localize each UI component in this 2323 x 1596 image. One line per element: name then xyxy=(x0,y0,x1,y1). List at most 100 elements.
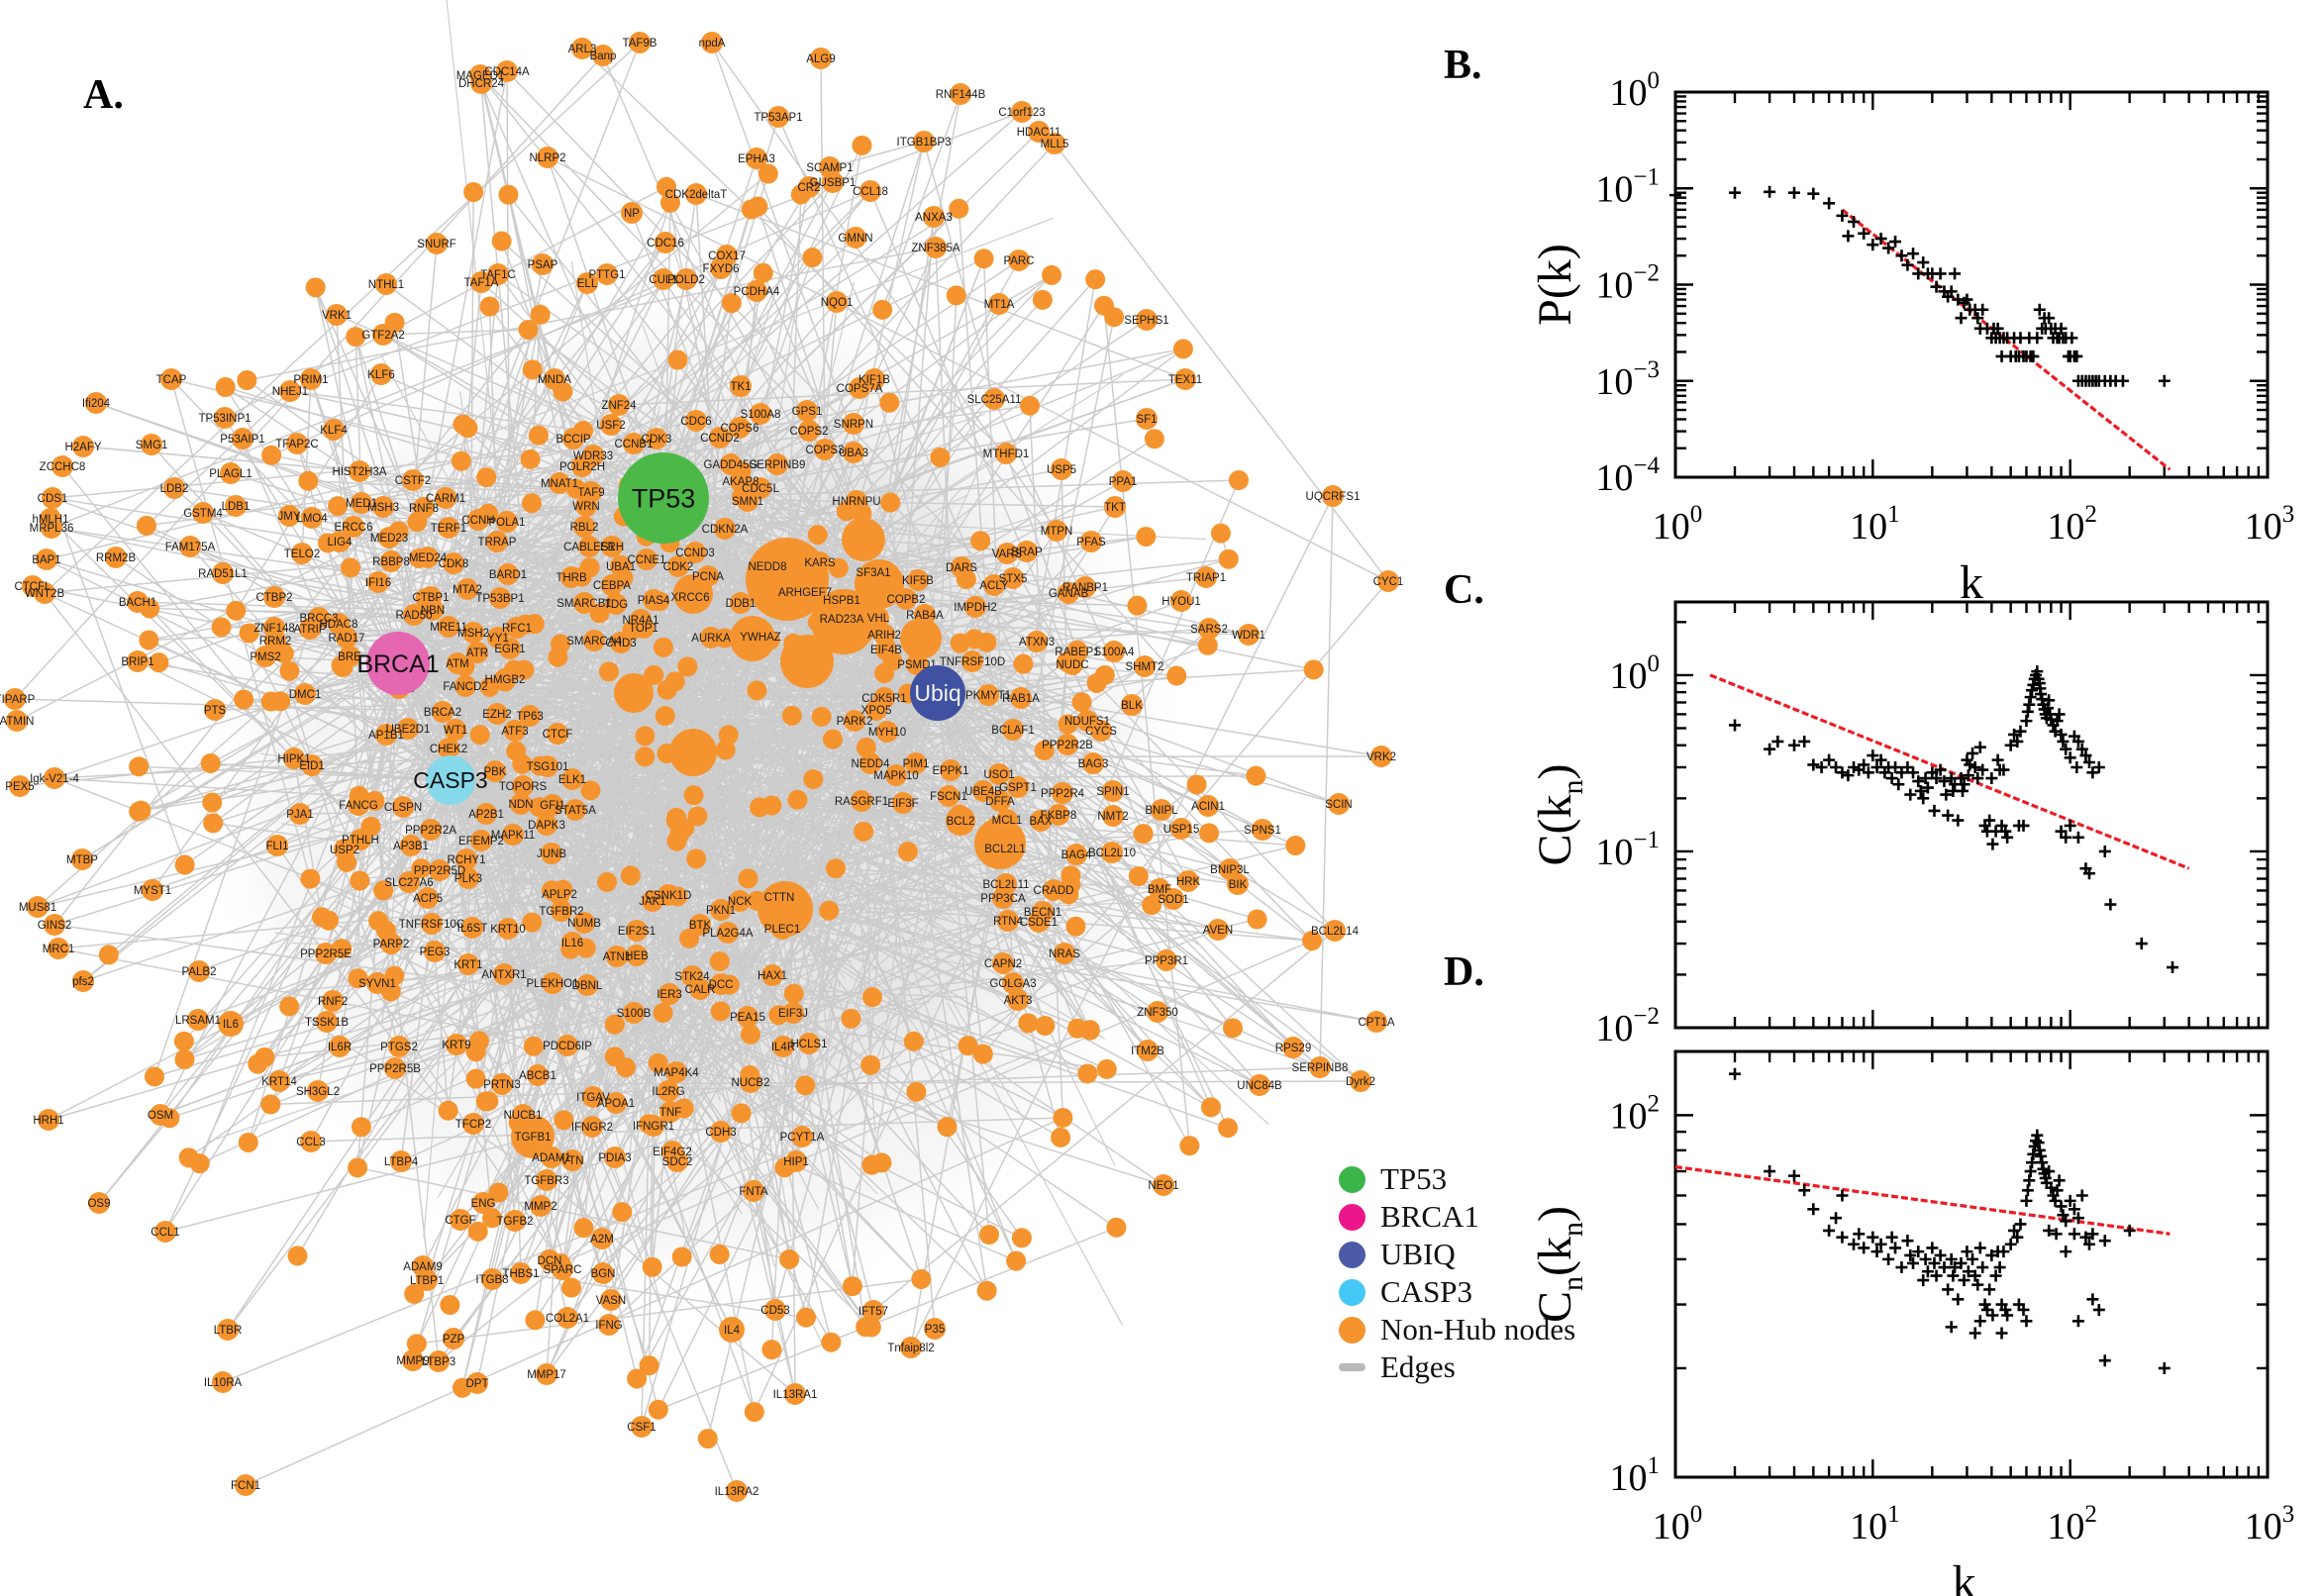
node-label: npdA xyxy=(699,38,726,50)
network-node xyxy=(686,848,707,869)
network-node xyxy=(494,668,516,690)
node-label: CCNB1 xyxy=(615,439,654,450)
node-label: POLD2 xyxy=(667,274,705,286)
network-node xyxy=(561,768,583,790)
network-node xyxy=(522,359,543,380)
network-node xyxy=(658,983,680,1005)
network-node xyxy=(1153,1174,1174,1196)
node-label: MED1 xyxy=(346,498,377,510)
network-node xyxy=(710,257,732,279)
data-point-marker xyxy=(1997,1246,2010,1258)
network-node xyxy=(911,1268,932,1289)
network-node xyxy=(810,48,832,69)
node-label: SLC25A11 xyxy=(967,394,1022,406)
node-label: ERH xyxy=(600,542,624,553)
network-node xyxy=(579,557,600,578)
network-node xyxy=(1102,805,1124,827)
data-point-marker xyxy=(2060,1215,2072,1228)
network-node xyxy=(1246,765,1266,786)
network-node xyxy=(575,495,597,517)
network-node xyxy=(226,600,247,621)
network-node xyxy=(635,726,656,747)
network-node xyxy=(211,617,232,638)
network-node xyxy=(465,1068,486,1089)
data-point-marker xyxy=(1867,1231,1879,1244)
network-node xyxy=(1199,823,1220,844)
node-label: ERCC6 xyxy=(335,522,373,534)
network-node xyxy=(1147,1001,1168,1023)
network-node xyxy=(1051,458,1072,480)
data-point-marker xyxy=(1949,267,1962,280)
node-label: CDK8 xyxy=(439,558,469,570)
network-node xyxy=(234,689,254,710)
node-label: ARL3 xyxy=(568,44,597,55)
network-node xyxy=(794,581,816,603)
network-node xyxy=(51,455,73,477)
network-node xyxy=(856,738,876,758)
network-node xyxy=(580,780,601,801)
network-node xyxy=(497,918,519,940)
network-node xyxy=(443,552,464,574)
node-label: HSPB1 xyxy=(823,595,860,607)
network-node xyxy=(867,607,889,629)
node-label: PIAS4 xyxy=(638,595,670,607)
network-node xyxy=(796,400,818,422)
node-label: TAF1A xyxy=(464,277,499,289)
network-node xyxy=(1090,720,1112,742)
network-node xyxy=(906,1081,927,1102)
network-node xyxy=(225,495,247,517)
data-point-marker xyxy=(1885,1231,1898,1244)
node-label: TDG xyxy=(604,599,628,611)
data-point-marker xyxy=(1907,1256,1920,1269)
data-point-marker xyxy=(1986,838,1999,850)
scatter-points xyxy=(1729,1067,2171,1374)
network-node xyxy=(730,375,752,397)
network-node xyxy=(214,407,236,429)
network-node xyxy=(390,1150,412,1172)
network-node xyxy=(511,1115,555,1158)
network-node xyxy=(525,1310,546,1331)
network-node xyxy=(160,368,182,390)
network-node xyxy=(600,414,622,436)
node-label: YWHAZ xyxy=(740,632,781,644)
network-node xyxy=(785,1150,807,1172)
node-label: RAD50 xyxy=(395,610,432,622)
data-point-marker xyxy=(1945,1321,1958,1334)
network-node xyxy=(27,896,49,918)
node-label: CDS1 xyxy=(38,493,68,505)
network-node xyxy=(964,596,986,618)
node-label: WDR1 xyxy=(1232,630,1265,642)
network-node xyxy=(1028,121,1050,143)
network-node xyxy=(814,439,836,460)
network-node xyxy=(426,233,448,254)
data-point-marker xyxy=(1973,1315,1986,1328)
node-label: ARHGEF7 xyxy=(778,587,832,599)
network-node xyxy=(659,1101,681,1123)
network-node xyxy=(232,428,253,449)
network-node xyxy=(860,1317,881,1338)
network-node xyxy=(1142,895,1162,916)
node-label: GADD45G xyxy=(704,459,758,471)
network-node xyxy=(486,531,508,552)
data-point-marker xyxy=(1788,186,1801,199)
axis-tick-label: 101 xyxy=(1850,1501,1900,1547)
network-node xyxy=(747,680,767,701)
network-node xyxy=(809,551,831,573)
node-label: TFAP2C xyxy=(275,439,318,450)
network-node xyxy=(512,775,534,797)
data-point-marker xyxy=(1823,753,1836,766)
fit-line xyxy=(1674,1164,2171,1236)
network-node xyxy=(1174,368,1196,390)
network-node xyxy=(875,639,897,660)
network-node xyxy=(438,517,459,539)
data-point-marker xyxy=(1882,1252,1895,1265)
legend-item-edges: Edges xyxy=(1339,1348,1575,1386)
node-label: BARD1 xyxy=(489,569,527,581)
axis-tick-label: 10−3 xyxy=(1595,356,1660,403)
network-node xyxy=(1028,911,1050,933)
network-node xyxy=(576,272,598,294)
node-label: IFI16 xyxy=(365,577,391,589)
network-node xyxy=(604,1047,625,1067)
node-label: RNF8 xyxy=(409,503,439,515)
